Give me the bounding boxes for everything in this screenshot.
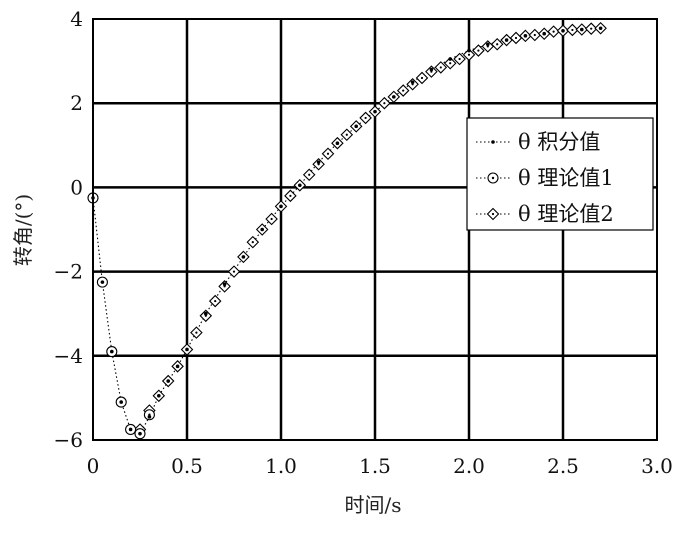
series-dot bbox=[138, 431, 142, 436]
series-dot bbox=[335, 141, 340, 145]
series-dot bbox=[448, 57, 453, 61]
series-dot bbox=[100, 280, 105, 284]
x-tick-label: 1.5 bbox=[359, 454, 391, 478]
series-dot bbox=[279, 204, 283, 209]
legend-box bbox=[466, 117, 654, 231]
series-dot bbox=[204, 311, 208, 316]
series-diamond-point-center bbox=[514, 36, 518, 40]
y-tick-labels: −6 −4 −2 0 2 4 bbox=[54, 7, 83, 452]
series-dot bbox=[222, 282, 227, 287]
series-dot bbox=[373, 109, 377, 114]
series-diamond-point-center bbox=[364, 116, 367, 120]
series-dot bbox=[523, 34, 528, 38]
series-diamond-point-center bbox=[477, 49, 480, 52]
legend-label-2: θ 理论值2 bbox=[518, 202, 614, 226]
x-tick-label: 3.0 bbox=[641, 454, 673, 478]
series-diamond-point-center bbox=[590, 27, 593, 30]
y-axis-label: 转角/(°) bbox=[11, 194, 35, 266]
x-tick-label: 2.5 bbox=[547, 454, 579, 478]
y-tick-label: 0 bbox=[70, 175, 83, 199]
x-axis-label: 时间/s bbox=[344, 493, 401, 517]
series-dot bbox=[110, 349, 114, 354]
series-diamond-point-center bbox=[345, 133, 348, 136]
series-diamond-point-center bbox=[289, 194, 292, 197]
series-diamond-point-center bbox=[308, 173, 311, 176]
series-dot bbox=[185, 347, 189, 352]
x-tick-label: 0.5 bbox=[171, 454, 203, 478]
series-dot bbox=[260, 227, 265, 232]
series-diamond-point-center bbox=[214, 299, 217, 303]
x-tick-label: 1.0 bbox=[265, 454, 297, 478]
series-dot bbox=[410, 80, 415, 84]
series-lines bbox=[92, 27, 601, 435]
plot-frame bbox=[92, 18, 658, 441]
series-dot bbox=[298, 183, 302, 188]
legend-marker-1-center bbox=[491, 176, 495, 180]
series-dot bbox=[166, 379, 170, 383]
series-diamond-point-center bbox=[326, 152, 330, 155]
y-tick-label: 4 bbox=[70, 7, 83, 31]
series-dot bbox=[580, 27, 584, 32]
series-dot bbox=[429, 67, 434, 72]
series-dot bbox=[147, 415, 152, 419]
series-dot bbox=[542, 31, 546, 36]
series-line-0 bbox=[92, 27, 601, 435]
y-tick-label: −6 bbox=[54, 428, 83, 452]
legend-marker-0 bbox=[491, 140, 495, 144]
series-diamond-point-center bbox=[458, 57, 461, 61]
x-tick-labels: 0 0.5 1.0 1.5 2.0 2.5 3.0 bbox=[87, 454, 673, 478]
series-diamond-point-center bbox=[449, 62, 452, 65]
series-dot bbox=[354, 124, 359, 129]
x-tick-label: 2.0 bbox=[453, 454, 485, 478]
series-dot bbox=[598, 26, 603, 31]
series-dot bbox=[392, 95, 396, 99]
series-diamond-point-center bbox=[402, 89, 405, 92]
legend: θ 积分值 θ 理论值1 θ 理论值2 bbox=[466, 117, 654, 231]
series-diamond-point-center bbox=[467, 53, 471, 56]
series-dot bbox=[486, 42, 490, 47]
series-dot bbox=[504, 38, 509, 42]
series-diamond-point-center bbox=[270, 217, 273, 221]
legend-label-1: θ 理论值1 bbox=[518, 166, 614, 190]
series-dot bbox=[316, 160, 321, 164]
series-diamond-point-center bbox=[552, 30, 555, 33]
series-dot bbox=[467, 48, 471, 53]
series-dot bbox=[561, 28, 565, 33]
series-diamond-point-center bbox=[439, 66, 442, 69]
series-diamond-point-center bbox=[533, 33, 536, 37]
series-dot bbox=[119, 400, 123, 404]
legend-label-0: θ 积分值 bbox=[518, 130, 600, 154]
series-diamond-point-center bbox=[383, 102, 386, 105]
y-tick-label: −4 bbox=[54, 344, 83, 368]
series-diamond-point-center bbox=[232, 270, 236, 273]
x-tick-label: 0 bbox=[87, 454, 100, 478]
legend-marker-2-center bbox=[491, 212, 495, 216]
series-diamond-point-center bbox=[420, 76, 424, 80]
y-tick-label: 2 bbox=[70, 91, 83, 115]
series-diamond-point-center bbox=[496, 43, 499, 46]
series-diamond-point-center bbox=[251, 241, 254, 244]
series-dot bbox=[175, 364, 180, 369]
series-diamond-point-center bbox=[571, 28, 574, 32]
series-dot bbox=[157, 393, 161, 398]
series-dot bbox=[241, 255, 246, 259]
series-diamond-point-center bbox=[195, 331, 198, 334]
series-dot bbox=[128, 427, 133, 432]
y-tick-label: −2 bbox=[54, 260, 83, 284]
series-markers bbox=[87, 21, 607, 440]
